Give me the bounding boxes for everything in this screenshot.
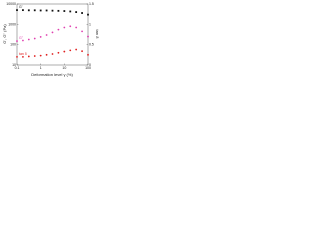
chart: Deformation level γ (%) G', G'' (Pa) tan… [2,2,100,77]
marker [75,11,78,13]
y-tick-label: 10000 [6,2,16,6]
y2-tick-label: 0 [89,63,91,67]
x-tick-label: 100 [85,66,91,70]
marker [81,30,83,33]
legend-label: G' [19,5,23,9]
marker [87,13,89,16]
marker [63,10,66,12]
marker [75,48,78,51]
x-tick-label: 1 [40,66,42,70]
marker [63,50,66,53]
marker [33,37,36,40]
marker [45,9,48,12]
marker [75,26,78,29]
y-axis-label: G', G'' (Pa) [2,24,7,44]
marker [22,55,24,58]
marker [27,9,30,12]
y-tick-label: 1000 [8,22,16,26]
marker [69,10,72,13]
marker [63,26,66,29]
marker [57,28,60,31]
marker [27,38,30,41]
marker [16,9,18,12]
y2-tick-label: 1 [89,22,91,26]
marker [39,36,42,38]
x-tick-label: 10 [62,66,66,70]
marker [51,31,54,34]
marker [81,50,83,53]
marker [16,40,18,42]
legend-label: tan δ [19,52,27,56]
marker [22,9,24,12]
marker [81,12,83,14]
y2-tick-label: 0.5 [89,43,94,47]
marker [57,9,60,12]
marker [57,51,60,54]
y-tick-label: 10 [12,63,16,67]
marker [87,35,89,38]
marker [22,39,24,42]
marker [51,53,54,55]
y2-axis-label: tan δ [95,30,100,40]
marker [45,34,48,36]
marker [33,55,36,57]
plot-frame [16,3,89,66]
marker [39,9,42,12]
y2-tick-label: 1.5 [89,2,94,6]
marker [27,55,30,58]
x-axis-label: Deformation level γ (%) [31,72,73,77]
y-tick-label: 100 [10,43,16,47]
marker [45,53,48,56]
marker [69,49,72,52]
marker [51,9,54,12]
marker [16,55,18,58]
legend-label: G'' [19,36,23,40]
x-tick-label: 0.1 [15,66,20,70]
marker [69,25,72,28]
marker [33,9,36,12]
marker [39,54,42,57]
marker [87,53,89,56]
